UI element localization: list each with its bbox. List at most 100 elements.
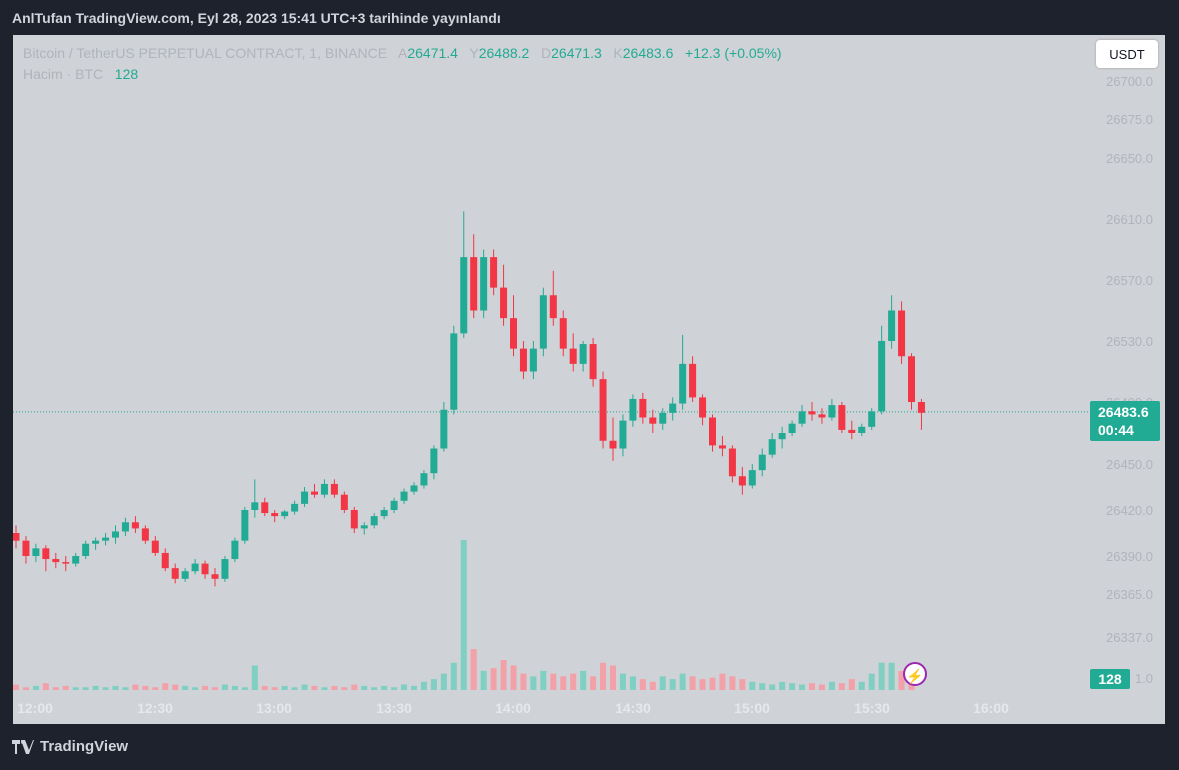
volume-bar: [231, 685, 238, 690]
x-tick-label: 12:30: [137, 700, 173, 716]
candle: [121, 517, 129, 537]
high-label: Y: [469, 45, 479, 61]
candle-body: [161, 552, 169, 569]
volume-bar: [570, 673, 577, 690]
volume-bar: [729, 676, 736, 690]
volume-bar: [809, 683, 815, 690]
candle-body: [301, 491, 309, 504]
chart-panel[interactable]: 26700.0 26675.0 26650.0 26610.0 26570.0 26530…: [13, 35, 1165, 724]
volume-legend: Hacim · BTC 128: [23, 66, 138, 82]
symbol-title[interactable]: Bitcoin / TetherUS PERPETUAL CONTRACT, 1…: [23, 45, 388, 61]
candle: [500, 264, 508, 326]
candle: [201, 560, 209, 579]
candle: [470, 234, 478, 319]
candle: [529, 341, 537, 380]
volume-tag: 128: [1090, 669, 1130, 689]
candle: [131, 516, 139, 533]
volume-bar: [580, 670, 587, 690]
volume-bar: [221, 684, 228, 690]
volume-bar: [679, 673, 686, 690]
volume-bar: [818, 684, 825, 690]
candle: [868, 408, 876, 430]
candle: [639, 392, 647, 424]
x-tick-label: 16:00: [973, 700, 1009, 716]
candle-body: [510, 318, 517, 349]
volume-bar: [858, 681, 865, 690]
volume-bar: [371, 687, 378, 690]
volume-bar: [590, 676, 597, 690]
volume-bar: [351, 684, 358, 690]
candle: [519, 341, 527, 380]
x-tick-label: 13:00: [256, 700, 292, 716]
volume-bar: [132, 684, 139, 690]
volume-bar: [311, 685, 318, 690]
candle-body: [420, 473, 428, 486]
candle-body: [350, 510, 358, 529]
volume-bar: [530, 676, 537, 690]
candle-body: [460, 257, 468, 334]
candle-body: [619, 420, 627, 449]
candle-body: [659, 412, 667, 424]
candle-body: [888, 310, 896, 341]
candle-body: [728, 448, 736, 477]
y-tick-label: 26570.0: [1106, 273, 1153, 288]
bar-countdown: 00:44: [1098, 422, 1134, 438]
brand-footer[interactable]: TradingView: [12, 738, 128, 755]
candle-body: [609, 440, 617, 449]
volume-bar: [739, 679, 746, 690]
candle: [301, 487, 309, 507]
lightning-icon[interactable]: ⚡: [903, 662, 927, 686]
y-tick-label: 26530.0: [1106, 334, 1153, 349]
volume-bar: [251, 665, 258, 690]
open-value: 26471.4: [407, 45, 458, 61]
chart-legend: Bitcoin / TetherUS PERPETUAL CONTRACT, 1…: [23, 45, 782, 61]
candle: [758, 448, 766, 477]
x-tick-label: 14:30: [615, 700, 651, 716]
candle: [52, 552, 60, 569]
volume-bar: [102, 687, 109, 690]
candle: [699, 394, 707, 426]
volume-bar: [321, 687, 328, 690]
volume-bar: [600, 662, 607, 690]
volume-bar: [72, 687, 79, 690]
volume-bar: [789, 683, 796, 690]
candle: [689, 356, 697, 402]
y-tick-label: 26675.0: [1106, 112, 1153, 127]
candle-body: [748, 470, 756, 486]
volume-bar: [779, 681, 786, 690]
candle-body: [858, 426, 866, 433]
candle-body: [559, 318, 567, 349]
candle: [669, 397, 677, 421]
candle: [410, 482, 418, 495]
candle-body: [718, 445, 726, 449]
candle-body: [82, 543, 90, 556]
price-chart-svg[interactable]: 26700.0 26675.0 26650.0 26610.0 26570.0 26530…: [13, 35, 1165, 724]
candle: [848, 420, 856, 440]
candle: [878, 325, 886, 415]
open-label: A: [398, 45, 408, 61]
candle-body: [42, 548, 50, 560]
candle-body: [589, 344, 597, 380]
candle-body: [121, 522, 129, 532]
candle: [718, 436, 726, 457]
candle-body: [171, 568, 179, 579]
volume-bar: [709, 677, 716, 690]
candle-body: [579, 344, 587, 364]
candle-body: [141, 528, 149, 541]
volume-bar: [82, 687, 89, 690]
candle: [380, 506, 388, 520]
volume-bar: [868, 673, 875, 690]
volume-bar: [610, 665, 616, 690]
candle-body: [151, 540, 159, 553]
currency-button[interactable]: USDT: [1096, 40, 1158, 68]
candle-body: [838, 405, 846, 430]
volume-value: 128: [114, 66, 139, 82]
candle-body: [689, 363, 697, 398]
volume-label[interactable]: Hacim · BTC: [23, 66, 104, 82]
candle-body: [92, 540, 100, 544]
candle: [798, 405, 806, 427]
volume-bar: [212, 687, 218, 690]
volume-bar: [550, 673, 557, 690]
candle-body: [231, 540, 239, 560]
volume-bar: [182, 685, 189, 690]
